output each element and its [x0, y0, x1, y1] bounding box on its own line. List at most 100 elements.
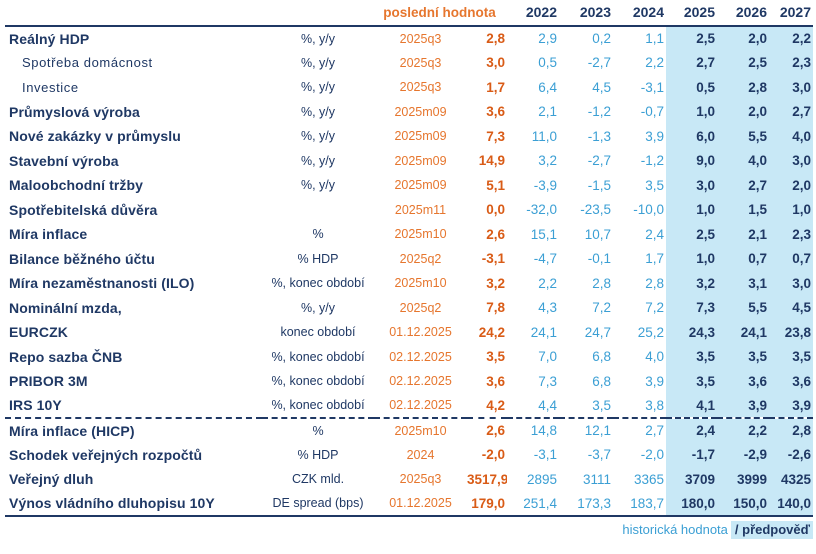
value-2027: 3,0	[769, 271, 813, 296]
value-2026: 4,0	[717, 148, 769, 173]
value-2024: 3,9	[645, 128, 664, 144]
value-2025: 7,3	[666, 295, 717, 320]
value-2025: 6,0	[666, 124, 717, 149]
value-2022: -32,0	[526, 202, 557, 218]
value-2023: -3,7	[587, 447, 611, 463]
forecast-table-page: poslední hodnota 2022 2023 2024 2025 202…	[5, 1, 813, 539]
header-year-2026: 2026	[717, 1, 769, 27]
value-2022: 2,1	[538, 104, 557, 120]
value-2022: 251,4	[507, 491, 559, 517]
table-row: Nominální mzda, %, y/y 2025q2 7,8 4,3 7,…	[5, 295, 813, 320]
value-2022: -3,9	[533, 177, 557, 193]
value-2026: 5,5	[717, 295, 769, 320]
indicator-unit: konec období	[280, 325, 356, 340]
value-2022: 4,3	[538, 300, 557, 316]
value-2023: 10,7	[584, 226, 611, 242]
value-2026: 3,1	[717, 271, 769, 296]
indicator-name: Průmyslová výroba	[9, 103, 140, 120]
value-2027: 3,9	[769, 393, 813, 418]
value-2024: 183,7	[613, 491, 666, 517]
value-2025: 3,5	[666, 344, 717, 369]
value-2027: -2,6	[769, 442, 813, 467]
value-2026: 2,2	[717, 417, 769, 443]
last-value: 2,6	[486, 226, 505, 242]
indicator-name: Investice	[22, 79, 79, 95]
value-2022: 6,4	[538, 79, 557, 95]
indicator-unit: % HDP	[297, 251, 339, 266]
indicator-unit: %, konec období	[271, 276, 365, 291]
indicator-unit: %, konec období	[271, 398, 365, 413]
value-2024: 3,5	[645, 177, 664, 193]
value-2023: -0,1	[587, 251, 611, 267]
value-2024: -2,0	[640, 447, 664, 463]
value-2024: -0,7	[640, 104, 664, 120]
header-indicator-blank	[5, 1, 262, 27]
last-value: -2,0	[481, 447, 505, 463]
value-2023: 3,5	[592, 397, 611, 413]
last-value-date: 2025m10	[394, 227, 447, 242]
value-2022: 2895	[526, 471, 557, 487]
indicator-name: Bilance běžného účtu	[9, 250, 155, 267]
last-value: 2,8	[486, 31, 505, 47]
value-2022: 3,2	[538, 153, 557, 169]
table-row: Míra inflace (HICP) % 2025m10 2,6 14,8 1…	[5, 417, 813, 443]
value-2025: 2,4	[666, 417, 717, 443]
value-2023: 4,5	[592, 79, 611, 95]
value-2023: -1,3	[587, 128, 611, 144]
value-2024: 7,2	[645, 300, 664, 316]
table-row: Spotřebitelská důvěra 2025m11 0,0 -32,0 …	[5, 197, 813, 223]
table-row: Míra nezaměstnanosti (ILO) %, konec obdo…	[5, 271, 813, 296]
value-2027: 4,5	[769, 295, 813, 320]
value-2022: 0,5	[538, 55, 557, 71]
value-2027: 3,0	[769, 148, 813, 173]
indicator-name: Míra inflace	[9, 226, 88, 243]
value-2025: 1,0	[666, 246, 717, 271]
table-row: Bilance běžného účtu % HDP 2025q2 -3,1 -…	[5, 246, 813, 271]
value-2025: 2,5	[666, 26, 717, 51]
value-2024: 25,2	[637, 324, 664, 340]
last-value: 3,2	[486, 275, 505, 291]
last-value: 3517,9	[467, 471, 507, 487]
value-2025: 2,5	[666, 222, 717, 247]
value-2025: 1,0	[666, 197, 717, 222]
indicator-name: Maloobchodní tržby	[9, 177, 144, 194]
value-2027: 3,0	[769, 75, 813, 100]
indicator-name: Stavební výroba	[9, 152, 119, 169]
indicator-unit	[262, 198, 374, 223]
last-value: 3,6	[486, 373, 505, 389]
indicator-unit: %, konec období	[271, 349, 365, 364]
value-2024: 2,7	[613, 417, 666, 443]
last-value-date: 2025m11	[394, 202, 447, 217]
header-year-2027: 2027	[769, 1, 813, 27]
value-2022: 7,3	[538, 373, 557, 389]
value-2023: -2,7	[587, 153, 611, 169]
value-2026: 2,5	[717, 50, 769, 75]
table-body: Reálný HDP %, y/y 2025q3 2,8 2,9 0,2 1,1…	[5, 26, 813, 517]
value-2025: 3,0	[666, 173, 717, 198]
indicator-unit: %, y/y	[300, 80, 336, 95]
value-2023: 6,8	[592, 373, 611, 389]
header-year-2023: 2023	[559, 1, 613, 27]
indicator-unit: %, y/y	[300, 129, 336, 144]
table-row: Průmyslová výroba %, y/y 2025m09 3,6 2,1…	[5, 99, 813, 124]
last-value: -3,1	[481, 251, 505, 267]
value-2025: 3,2	[666, 271, 717, 296]
indicator-unit: %, y/y	[300, 153, 336, 168]
indicator-unit: DE spread (bps)	[262, 491, 374, 517]
indicator-name: Schodek veřejných rozpočtů	[9, 446, 203, 463]
value-2023: 7,2	[592, 300, 611, 316]
value-2024: 1,1	[645, 31, 664, 47]
indicator-name: EURCZK	[9, 324, 68, 341]
header-year-2022: 2022	[507, 1, 559, 27]
indicator-unit: %, y/y	[300, 300, 336, 315]
last-value-date: 2025q3	[399, 55, 442, 70]
last-value-date: 2025q3	[399, 31, 442, 46]
last-value: 3,6	[486, 104, 505, 120]
header-unit-blank	[262, 1, 374, 27]
table-row: IRS 10Y %, konec období 02.12.2025 4,2 4…	[5, 393, 813, 418]
last-value-date: 2025m09	[394, 104, 447, 119]
indicator-unit: %, konec období	[271, 374, 365, 389]
value-2025: 3709	[666, 467, 717, 492]
value-2022: 4,4	[538, 397, 557, 413]
value-2024: 4,0	[645, 349, 664, 365]
